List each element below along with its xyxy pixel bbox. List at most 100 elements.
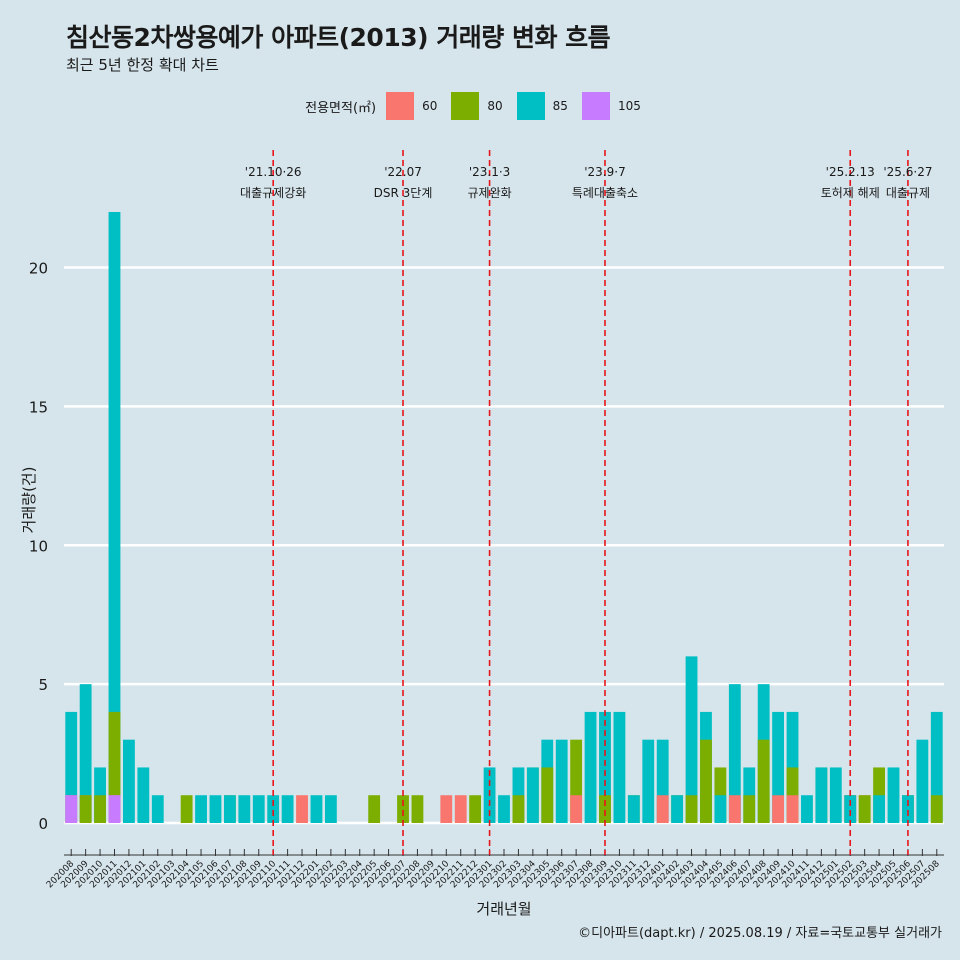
- bar-202505-85: [887, 767, 900, 823]
- bar-202403-85: [685, 656, 698, 823]
- legend-swatch-60: [386, 92, 415, 120]
- bar-202306-85: [555, 739, 568, 823]
- bar-202208-80: [411, 795, 424, 823]
- legend-label-60: 60: [422, 99, 438, 113]
- bar-202205-80: [368, 795, 381, 823]
- bar-202504-85: [873, 795, 885, 823]
- legend-item-60: 60: [386, 92, 437, 120]
- bar-202407-80: [743, 795, 756, 823]
- bar-202311-85: [627, 795, 640, 823]
- bar-202011-85: [108, 212, 121, 823]
- bar-202409-85: [772, 711, 785, 823]
- bar-202406-85: [728, 684, 741, 823]
- bar-202211-60: [454, 795, 467, 823]
- bar-202202-85: [324, 795, 337, 823]
- legend-item-85: 85: [516, 92, 568, 120]
- bar-202508-85: [930, 711, 943, 823]
- event-label-202301: 규제완화: [467, 186, 511, 200]
- bar-202503-80: [858, 795, 871, 823]
- bar-202403-80: [685, 795, 698, 823]
- bar-202310-85: [613, 711, 626, 823]
- legend-title: 전용면적(㎡): [305, 100, 377, 116]
- bar-202308-85: [584, 711, 597, 823]
- bar-202501-85: [829, 767, 842, 823]
- x-axis-title: 거래년월: [476, 900, 531, 918]
- bar-202401-85: [656, 739, 669, 823]
- bar-202411-85: [801, 795, 813, 823]
- y-axis-title: 거래량(건): [20, 467, 38, 534]
- bar-202506-85: [902, 795, 914, 823]
- footer-credit: ©디아파트(dapt.kr) / 2025.08.19 / 자료=국토교통부 실…: [578, 926, 942, 941]
- y-tick-label-5: 5: [38, 676, 48, 694]
- legend: 전용면적(㎡) 60 80 85 105: [0, 92, 960, 120]
- bar-202309-85: [599, 711, 611, 823]
- bar-202010-80: [94, 795, 106, 823]
- legend-swatch-85: [516, 92, 545, 120]
- bar-202408-80: [757, 739, 770, 823]
- bar-202305-80: [541, 767, 554, 823]
- event-date-202309: '23.9·7: [584, 165, 625, 179]
- legend-item-105: 105: [581, 92, 641, 120]
- bar-202102-85: [151, 795, 164, 823]
- bar-202303-80: [512, 795, 525, 823]
- bar-202207-80: [397, 795, 409, 823]
- bar-202312-85: [642, 739, 655, 823]
- bar-202101-85: [137, 767, 150, 823]
- event-date-202207: '22.07: [384, 165, 422, 179]
- y-tick-label-10: 10: [29, 537, 48, 555]
- y-tick-label-15: 15: [29, 398, 48, 416]
- bar-202009-85: [79, 684, 92, 823]
- bar-202107-85: [223, 795, 236, 823]
- bar-202502-85: [844, 795, 857, 823]
- y-tick-label-20: 20: [29, 260, 48, 278]
- bar-202110-85: [267, 795, 280, 823]
- bar-202307-60: [570, 795, 583, 823]
- bar-202201-85: [310, 795, 323, 823]
- bar-202401-60: [656, 795, 669, 823]
- bar-202405-85: [714, 795, 727, 823]
- bar-202302-85: [498, 795, 510, 823]
- bar-202508-80: [930, 795, 943, 823]
- event-date-202502: '25.2.13: [826, 165, 875, 179]
- bar-202507-85: [916, 739, 929, 823]
- bar-202108-85: [238, 795, 251, 823]
- legend-label-85: 85: [552, 99, 568, 113]
- bar-202409-60: [772, 795, 785, 823]
- bar-202210-60: [440, 795, 453, 823]
- bar-202406-60: [728, 795, 741, 823]
- bar-202402-85: [671, 795, 684, 823]
- bar-202106-85: [209, 795, 222, 823]
- bar-202008-85: [65, 711, 78, 823]
- event-date-202110: '21.10·26: [245, 165, 302, 179]
- event-date-202506: '25.6·27: [883, 165, 932, 179]
- bar-202012-85: [123, 739, 135, 823]
- bar-202410-60: [786, 795, 799, 823]
- legend-label-105: 105: [617, 99, 641, 113]
- chart-title: 침산동2차쌍용예가 아파트(2013) 거래량 변화 흐름: [66, 23, 611, 52]
- event-label-202309: 특례대출축소: [572, 186, 638, 200]
- bar-202011-105: [108, 795, 121, 823]
- bar-202105-85: [195, 795, 207, 823]
- event-label-202502: 토허제 해제: [821, 186, 880, 200]
- bar-202104-80: [180, 795, 193, 823]
- bar-202404-80: [700, 739, 712, 823]
- legend-swatch-105: [581, 92, 610, 120]
- event-date-202301: '23.1·3: [469, 165, 510, 179]
- bar-202008-105: [65, 795, 78, 823]
- bar-202309-80: [599, 795, 611, 823]
- event-label-202506: 대출규제: [886, 186, 930, 200]
- chart-subtitle: 최근 5년 한정 확대 차트: [66, 56, 219, 74]
- legend-label-80: 80: [487, 99, 503, 113]
- bar-202111-85: [281, 795, 294, 823]
- event-label-202207: DSR 3단계: [374, 186, 433, 200]
- bar-202109-85: [252, 795, 265, 823]
- bar-202112-60: [296, 795, 308, 823]
- legend-swatch-80: [451, 92, 480, 120]
- bar-202009-80: [79, 795, 92, 823]
- bar-202307-80: [570, 739, 583, 823]
- bar-202412-85: [815, 767, 828, 823]
- bar-202304-85: [526, 767, 539, 823]
- event-label-202110: 대출규제강화: [240, 186, 306, 200]
- y-tick-label-0: 0: [38, 815, 48, 833]
